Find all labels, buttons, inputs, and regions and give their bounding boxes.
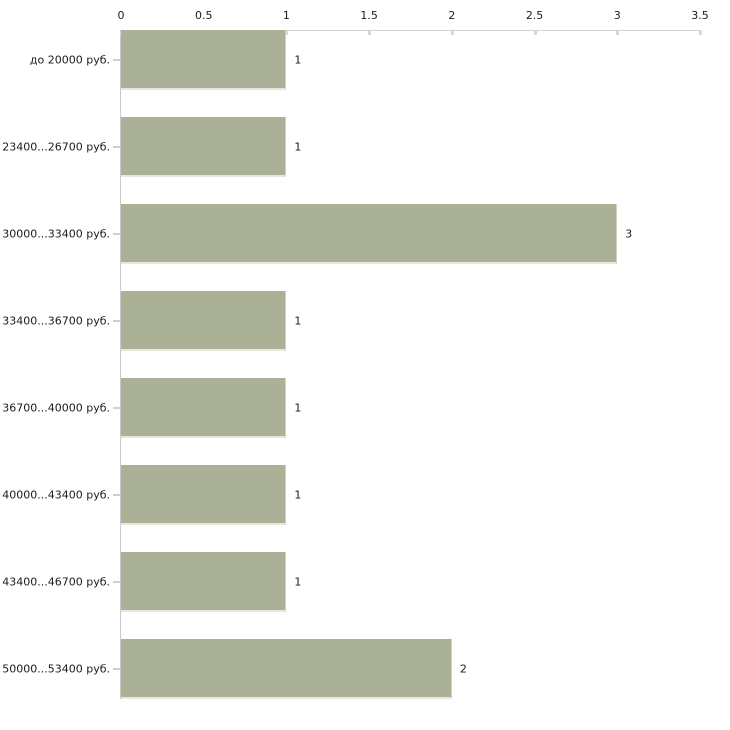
- bar-value-label: 1: [294, 488, 302, 502]
- bar-value-label: 1: [294, 314, 302, 328]
- bar-value-label: 1: [294, 140, 302, 154]
- category-label: 23400...26700 руб.: [2, 140, 110, 154]
- x-axis-tick-label: 0: [117, 9, 125, 22]
- x-axis-tick-label: 1.5: [360, 9, 378, 22]
- y-axis-tick-mark: [113, 494, 120, 496]
- x-axis-tick-label: 2.5: [525, 9, 544, 22]
- bar-value-label: 3: [625, 227, 633, 241]
- y-axis-tick-mark: [113, 320, 120, 322]
- bar: [121, 378, 287, 438]
- category-label: 43400...46700 руб.: [2, 575, 110, 589]
- category-label: 30000...33400 руб.: [2, 227, 110, 241]
- x-axis-line: [121, 30, 701, 31]
- category-label: до 20000 руб.: [29, 53, 110, 67]
- x-axis-tick-label: 3.5: [691, 9, 709, 22]
- x-axis-tick-label: 3: [613, 9, 621, 22]
- bar: [121, 117, 287, 177]
- x-axis-tick-mark: [285, 31, 289, 35]
- category-label: 33400...36700 руб.: [2, 314, 110, 328]
- y-axis-line: [120, 30, 121, 699]
- x-axis-tick-mark: [699, 31, 702, 35]
- bar-value-label: 1: [294, 575, 302, 589]
- bar-value-label: 1: [294, 53, 302, 67]
- bar: [121, 30, 287, 90]
- bar-value-label: 2: [459, 662, 467, 676]
- x-axis-tick-label: 2: [448, 9, 456, 22]
- bar: [121, 204, 618, 264]
- y-axis-tick-mark: [113, 233, 120, 235]
- bar: [121, 291, 287, 351]
- x-axis-tick-label: 1: [282, 9, 290, 22]
- y-axis-tick-mark: [113, 668, 120, 670]
- bar-value-label: 1: [294, 401, 302, 415]
- x-axis-tick-label: 0.5: [194, 9, 213, 22]
- y-axis-tick-mark: [113, 146, 120, 148]
- x-axis-tick-mark: [368, 31, 372, 35]
- x-axis-tick-mark: [450, 31, 454, 35]
- y-axis-tick-mark: [113, 581, 120, 583]
- category-label: 40000...43400 руб.: [2, 488, 110, 502]
- category-label: 36700...40000 руб.: [2, 401, 110, 415]
- category-label: 50000...53400 руб.: [2, 662, 110, 676]
- bar: [121, 552, 287, 612]
- x-axis-tick-mark: [533, 31, 537, 35]
- bar: [121, 639, 452, 699]
- y-axis-tick-mark: [113, 407, 120, 409]
- bar: [121, 465, 287, 525]
- x-axis-tick-mark: [616, 31, 620, 35]
- y-axis-tick-mark: [113, 59, 120, 61]
